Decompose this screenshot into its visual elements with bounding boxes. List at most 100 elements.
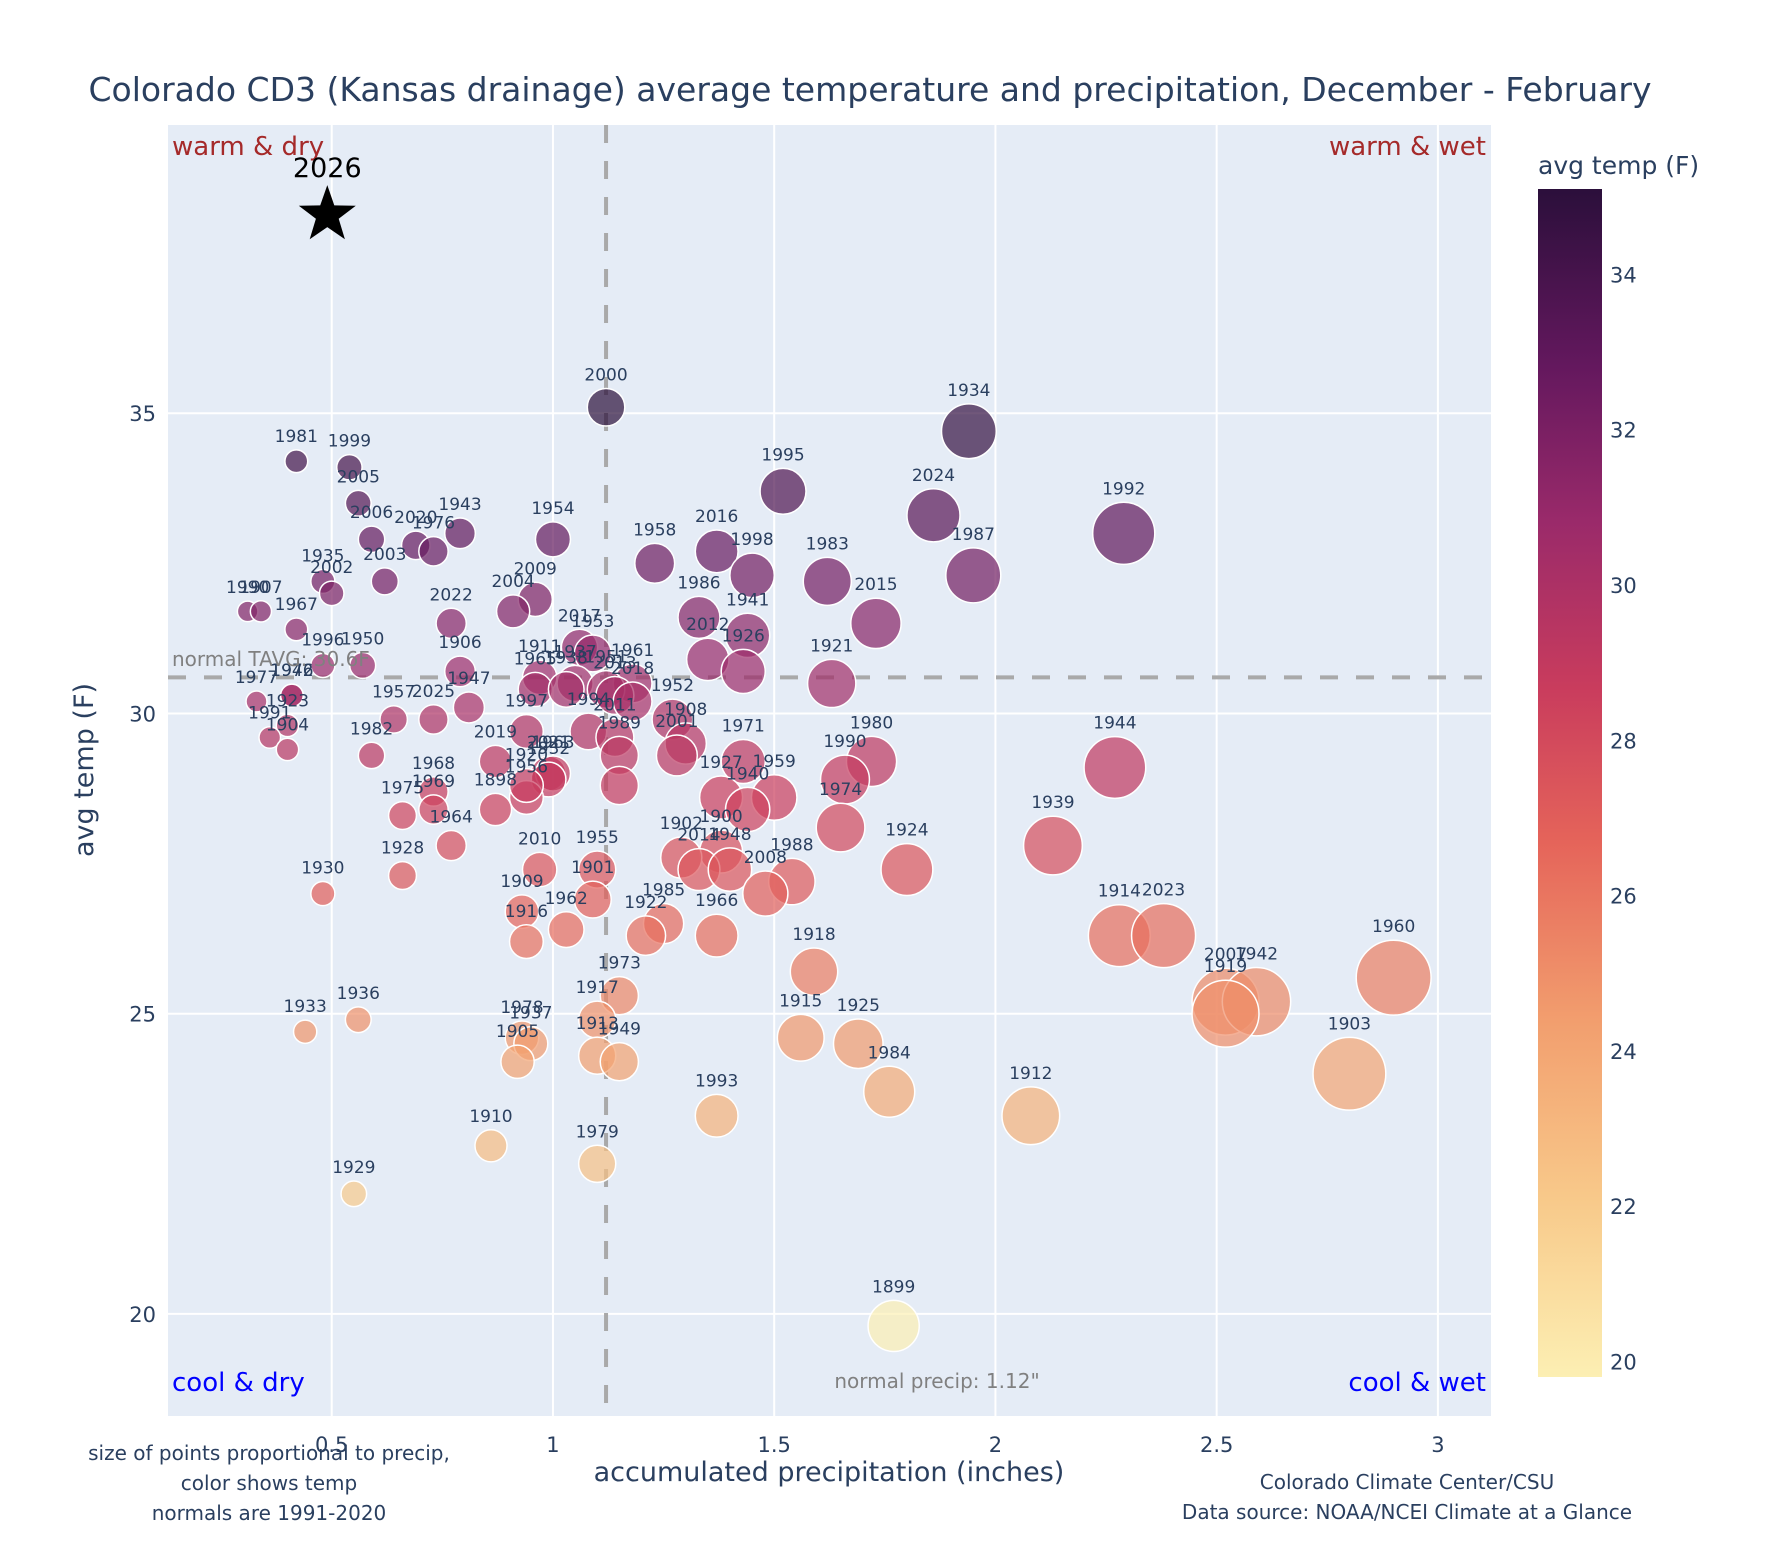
data-point-label: 2000 [584, 365, 627, 385]
data-point [357, 525, 386, 554]
data-point-label: 1987 [952, 525, 995, 545]
colorbar-tick-label: 30 [1610, 574, 1637, 598]
x-tick-label: 2.5 [1200, 1433, 1233, 1457]
data-point [1001, 1086, 1061, 1146]
data-point-label: 2011 [593, 696, 636, 716]
data-point-label: 1943 [438, 495, 481, 515]
data-point-label: 1917 [576, 978, 619, 998]
data-point [694, 1093, 739, 1138]
data-point-label: 1997 [505, 692, 548, 712]
data-point [906, 488, 961, 543]
data-point [279, 683, 304, 708]
data-point-label: 2023 [1142, 881, 1185, 901]
data-point [1022, 815, 1084, 876]
data-point [586, 387, 626, 427]
data-point-label: 1954 [531, 499, 574, 519]
data-point [245, 690, 268, 713]
data-point [655, 734, 699, 777]
data-point [443, 655, 477, 688]
data-point [573, 880, 612, 919]
data-point [832, 1018, 884, 1070]
data-point [292, 1019, 318, 1045]
data-point [1355, 939, 1432, 1016]
data-point [443, 517, 477, 550]
data-point [1191, 979, 1260, 1048]
data-point [418, 535, 449, 567]
data-point [310, 652, 336, 679]
data-point-label: 1941 [726, 590, 769, 610]
data-point-label: 1939 [1031, 793, 1074, 813]
data-point [1091, 501, 1156, 566]
data-point-label: 2017 [558, 606, 601, 626]
data-point-label: 1971 [722, 716, 765, 736]
data-point-label: 2007 [1204, 945, 1247, 965]
data-point-label: 1912 [1009, 1064, 1052, 1084]
data-point [612, 681, 653, 722]
data-point-label: 1948 [708, 825, 751, 845]
colorbar-tick-label: 20 [1610, 1350, 1637, 1374]
x-tick-label: 1.5 [757, 1433, 790, 1457]
data-point-label: 2015 [854, 575, 897, 595]
data-point [452, 691, 486, 724]
data-point-label: 1965 [514, 649, 557, 669]
data-point [729, 552, 776, 599]
star-icon [298, 185, 356, 240]
data-point-label: 1911 [518, 637, 561, 657]
data-point [815, 802, 866, 853]
footnote-right: Colorado Climate Center/CSU Data source:… [1182, 1470, 1632, 1524]
data-point-label: 1902 [660, 814, 703, 834]
data-point [707, 847, 753, 893]
data-point-label: 1996 [301, 630, 344, 650]
data-point-label: 1952 [651, 676, 694, 696]
data-point-label: 1951 [584, 648, 627, 668]
data-point-label: 2024 [912, 466, 955, 486]
data-point-label: 1986 [677, 573, 720, 593]
data-point [945, 547, 1002, 604]
data-point [599, 1041, 640, 1082]
data-point [677, 595, 721, 640]
quadrant-label-warm-dry: warm & dry [172, 132, 324, 162]
x-tick-label: 1 [546, 1433, 559, 1457]
data-point-label: 2013 [593, 653, 636, 673]
data-point [694, 913, 739, 958]
data-point-label: 1998 [730, 530, 773, 550]
data-point [478, 744, 513, 779]
data-point-label: 1926 [722, 626, 765, 646]
data-point [940, 403, 997, 460]
normal-temp-label: normal TAVG: 30.6F [172, 647, 370, 671]
data-point-label: 1961 [611, 641, 654, 661]
data-point [284, 617, 309, 642]
data-point-label: 1921 [810, 636, 853, 656]
data-point-label: 1905 [496, 1022, 539, 1042]
data-point-label: 2020 [394, 508, 437, 528]
data-point-label: 1969 [412, 772, 455, 792]
data-point-label: 1913 [576, 1014, 619, 1034]
note-line-3: normals are 1991-2020 [152, 1501, 387, 1525]
colorbar: avg temp (F) 20 22 24 26 28 30 32 34 [1538, 151, 1699, 1377]
y-tick-label: 20 [129, 1303, 156, 1327]
data-point-label: 1958 [633, 520, 676, 540]
data-point [340, 1180, 368, 1208]
data-point [379, 704, 409, 734]
data-point [387, 800, 418, 831]
data-point-label: 1979 [576, 1122, 619, 1142]
data-point [724, 786, 771, 833]
data-point-label: 1927 [699, 753, 742, 773]
data-point-label: 1995 [761, 445, 804, 465]
data-point [275, 713, 300, 738]
data-point [1312, 1036, 1387, 1111]
data-point [474, 1129, 508, 1163]
data-point [1130, 902, 1197, 969]
data-point-label: 1920 [505, 746, 548, 766]
data-point [694, 529, 739, 574]
data-point [310, 880, 336, 907]
quadrant-label-warm-wet: warm & wet [1329, 132, 1486, 162]
data-point-label: 1957 [372, 683, 415, 703]
note-line-2: color shows temp [181, 1471, 357, 1495]
data-point-label: 1964 [430, 807, 473, 827]
data-point [573, 634, 612, 673]
data-point-label: 1914 [1098, 882, 1141, 902]
data-point-label: 2012 [686, 615, 729, 635]
data-point-label: 1918 [792, 925, 835, 945]
data-point-label: 1967 [275, 595, 318, 615]
